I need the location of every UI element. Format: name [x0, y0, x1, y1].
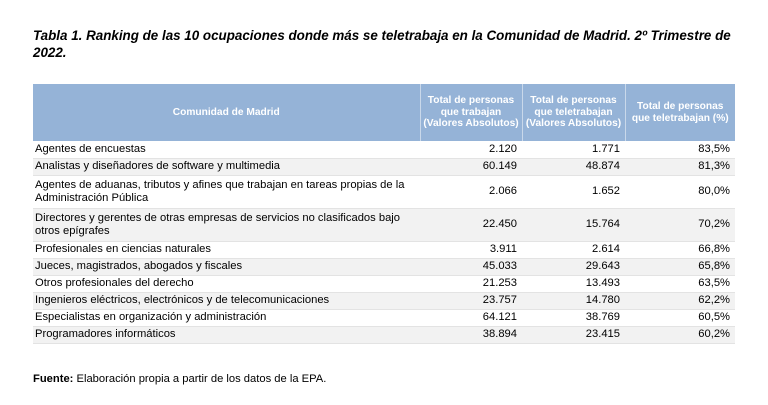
source-label: Fuente:: [33, 373, 74, 385]
workers-cell: 3.911: [420, 241, 522, 259]
source-text: Elaboración propia a partir de los datos…: [76, 373, 327, 385]
percent-cell: 65,8%: [625, 258, 735, 276]
table-body: Agentes de encuestas 2.120 1.771 83,5% A…: [33, 141, 735, 344]
workers-cell: 60.149: [420, 158, 522, 176]
workers-cell: 22.450: [420, 208, 522, 242]
teleworkers-cell: 13.493: [522, 275, 625, 293]
teleworkers-cell: 23.415: [522, 326, 625, 344]
table-row: Otros profesionales del derecho 21.253 1…: [33, 275, 735, 293]
table-row: Agentes de aduanas, tributos y afines qu…: [33, 175, 735, 209]
workers-cell: 21.253: [420, 275, 522, 293]
teleworkers-cell: 2.614: [522, 241, 625, 259]
header-teleworkers-percent: Total de personas que teletrabajan (%): [625, 84, 735, 141]
table-row: Analistas y diseñadores de software y mu…: [33, 158, 735, 176]
table-row: Agentes de encuestas 2.120 1.771 83,5%: [33, 141, 735, 159]
workers-cell: 64.121: [420, 309, 522, 327]
occupation-cell: Profesionales en ciencias naturales: [33, 241, 420, 259]
percent-cell: 70,2%: [625, 208, 735, 242]
workers-cell: 38.894: [420, 326, 522, 344]
table-title: Tabla 1. Ranking de las 10 ocupaciones d…: [33, 28, 731, 60]
header-total-teleworkers: Total de personas que teletrabajan (Valo…: [522, 84, 626, 141]
percent-cell: 80,0%: [625, 175, 735, 209]
ranking-table: Comunidad de Madrid Total de personas qu…: [33, 84, 735, 344]
table-row: Directores y gerentes de otras empresas …: [33, 208, 735, 242]
table-row: Profesionales en ciencias naturales 3.91…: [33, 241, 735, 259]
table-row: Jueces, magistrados, abogados y fiscales…: [33, 258, 735, 276]
workers-cell: 2.066: [420, 175, 522, 209]
teleworkers-cell: 38.769: [522, 309, 625, 327]
table-row: Ingenieros eléctricos, electrónicos y de…: [33, 292, 735, 310]
teleworkers-cell: 1.771: [522, 141, 625, 159]
header-total-workers: Total de personas que trabajan (Valores …: [420, 84, 523, 141]
occupation-cell: Agentes de aduanas, tributos y afines qu…: [33, 175, 420, 209]
occupation-cell: Analistas y diseñadores de software y mu…: [33, 158, 420, 176]
occupation-cell: Jueces, magistrados, abogados y fiscales: [33, 258, 420, 276]
teleworkers-cell: 14.780: [522, 292, 625, 310]
teleworkers-cell: 1.652: [522, 175, 625, 209]
percent-cell: 60,5%: [625, 309, 735, 327]
percent-cell: 60,2%: [625, 326, 735, 344]
occupation-cell: Directores y gerentes de otras empresas …: [33, 208, 420, 242]
occupation-cell: Especialistas en organización y administ…: [33, 309, 420, 327]
percent-cell: 83,5%: [625, 141, 735, 159]
percent-cell: 66,8%: [625, 241, 735, 259]
percent-cell: 63,5%: [625, 275, 735, 293]
teleworkers-cell: 29.643: [522, 258, 625, 276]
workers-cell: 23.757: [420, 292, 522, 310]
occupation-cell: Ingenieros eléctricos, electrónicos y de…: [33, 292, 420, 310]
workers-cell: 45.033: [420, 258, 522, 276]
header-region: Comunidad de Madrid: [33, 84, 421, 141]
source-note: Fuente: Elaboración propia a partir de l…: [33, 373, 326, 385]
percent-cell: 81,3%: [625, 158, 735, 176]
percent-cell: 62,2%: [625, 292, 735, 310]
workers-cell: 2.120: [420, 141, 522, 159]
occupation-cell: Agentes de encuestas: [33, 141, 420, 159]
occupation-cell: Otros profesionales del derecho: [33, 275, 420, 293]
table-header: Comunidad de Madrid Total de personas qu…: [33, 84, 735, 141]
teleworkers-cell: 48.874: [522, 158, 625, 176]
table-row: Programadores informáticos 38.894 23.415…: [33, 326, 735, 344]
table-row: Especialistas en organización y administ…: [33, 309, 735, 327]
teleworkers-cell: 15.764: [522, 208, 625, 242]
occupation-cell: Programadores informáticos: [33, 326, 420, 344]
